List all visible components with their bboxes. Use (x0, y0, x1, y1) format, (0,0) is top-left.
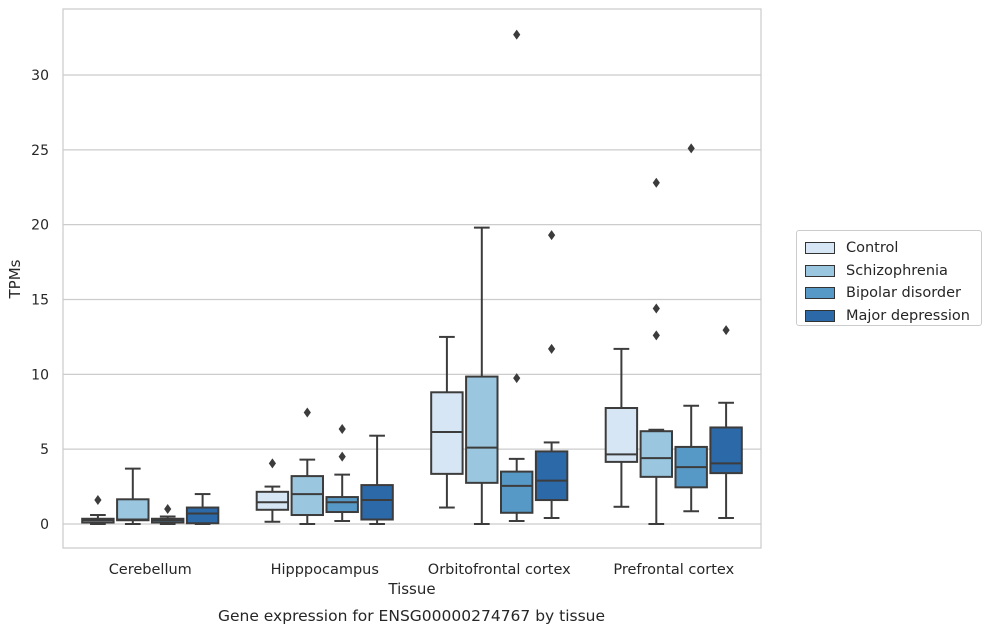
boxes (81, 29, 743, 525)
x-tick-labels: Cerebellum Hipppocampus Orbitofrontal cort… (109, 562, 735, 578)
outlier-point (303, 407, 311, 418)
legend-swatch (805, 264, 835, 277)
outlier-point (338, 451, 346, 462)
outlier-point (164, 504, 172, 515)
y-tick-label: 20 (31, 218, 49, 234)
box-control (430, 335, 464, 509)
y-tick-label: 5 (40, 442, 49, 458)
y-tick-label: 0 (40, 517, 49, 533)
iqr-box (360, 484, 394, 521)
iqr-box (709, 426, 743, 475)
box-major-depression (534, 230, 569, 520)
y-tick-labels: 0 5 10 15 20 25 30 (31, 68, 49, 533)
legend-label: Major depression (846, 307, 970, 324)
outlier-point (268, 458, 276, 469)
outlier-point (652, 330, 660, 341)
iqr-box (290, 475, 325, 517)
outlier-point (513, 29, 521, 40)
box-major-depression (185, 493, 220, 525)
box-bipolar-disorder (674, 143, 708, 513)
iqr-box (430, 391, 464, 475)
x-tick-label: Hipppocampus (271, 562, 379, 578)
x-tick-label: Orbitofrontal cortex (428, 562, 571, 578)
iqr-box (604, 407, 639, 463)
outlier-point (652, 303, 660, 314)
outlier-point (338, 423, 346, 434)
legend-label: Schizophrenia (846, 262, 948, 279)
iqr-box (185, 506, 220, 525)
plot-frame (62, 8, 762, 549)
x-tick-label: Prefrontal cortex (613, 562, 734, 578)
figure-caption: Gene expression for ENSG00000274767 by t… (217, 607, 606, 625)
x-axis-label: Tissue (388, 580, 436, 598)
y-axis-label: TPMs (6, 259, 24, 299)
legend-label: Control (846, 240, 899, 257)
legend: Control Schizophrenia Bipolar disorder Majo… (796, 230, 982, 326)
y-tick-label: 30 (31, 68, 49, 84)
box-schizophrenia (290, 407, 325, 525)
iqr-box (116, 498, 150, 522)
box-control (604, 347, 639, 508)
box-bipolar-disorder (499, 29, 534, 523)
legend-item: Bipolar disorder (805, 282, 973, 305)
outlier-point (513, 373, 521, 384)
legend-swatch (805, 309, 835, 322)
iqr-box (639, 430, 674, 478)
iqr-box (325, 496, 359, 514)
iqr-box (499, 470, 534, 514)
iqr-box (465, 375, 499, 484)
outlier-point (548, 343, 556, 354)
grid-lines (63, 74, 761, 525)
box-major-depression (709, 325, 743, 520)
box-control (81, 495, 115, 525)
iqr-box (534, 450, 569, 502)
box-schizophrenia (639, 177, 674, 525)
outlier-point (652, 177, 660, 188)
legend-swatch (805, 242, 835, 255)
legend-swatch (805, 287, 835, 300)
legend-item: Schizophrenia (805, 260, 973, 283)
box-bipolar-disorder (150, 504, 185, 525)
outlier-point (722, 325, 730, 336)
outlier-point (94, 495, 102, 506)
box-major-depression (360, 434, 394, 525)
x-tick-label: Cerebellum (109, 562, 192, 578)
y-tick-label: 15 (31, 293, 49, 309)
box-control (255, 458, 290, 523)
box-bipolar-disorder (325, 423, 359, 523)
legend-item: Major depression (805, 305, 973, 328)
box-schizophrenia (116, 467, 150, 525)
box-schizophrenia (465, 226, 499, 525)
y-tick-label: 25 (31, 143, 49, 159)
legend-item: Control (805, 237, 973, 260)
legend-label: Bipolar disorder (846, 285, 961, 302)
outlier-point (687, 143, 695, 154)
outlier-point (548, 230, 556, 241)
iqr-box (255, 490, 290, 511)
y-tick-label: 10 (31, 367, 49, 383)
